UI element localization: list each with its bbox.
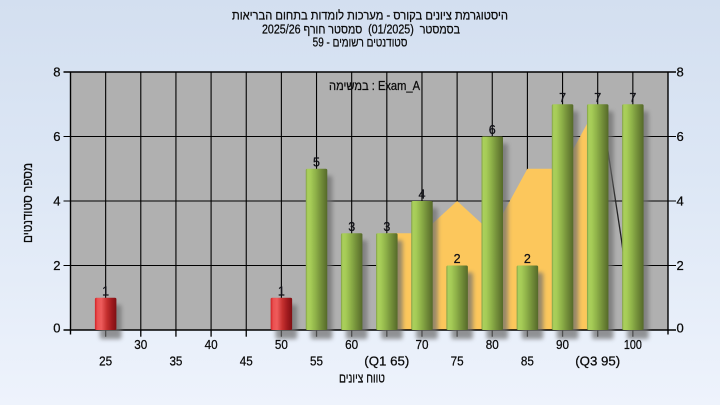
svg-text:55: 55 <box>310 354 323 369</box>
svg-text:75: 75 <box>451 354 464 369</box>
svg-text:8: 8 <box>677 65 684 80</box>
svg-text:בסמסטר (01/2025) סמסטר חורף: בסמסטר (01/2025) סמסטר חורף 2025/26 <box>262 23 460 37</box>
svg-text:סטודנטים רשומים - 59: סטודנטים רשומים - 59 <box>313 37 408 50</box>
svg-text:0: 0 <box>677 321 684 336</box>
svg-text:4: 4 <box>418 188 425 202</box>
svg-text:3: 3 <box>383 220 390 234</box>
svg-text:5: 5 <box>313 155 320 169</box>
svg-text:6: 6 <box>489 123 496 137</box>
svg-text:מספר סטודנטים: מספר סטודנטים <box>20 163 35 243</box>
svg-text:במשימה : Exam_A: במשימה : Exam_A <box>329 78 420 93</box>
svg-text:4: 4 <box>677 194 684 209</box>
svg-text:35: 35 <box>169 354 182 369</box>
svg-text:(Q3 95): (Q3 95) <box>575 354 620 369</box>
svg-text:6: 6 <box>53 129 60 144</box>
svg-text:היסטוגרמת ציונים בקורס - מערכו: היסטוגרמת ציונים בקורס - מערכות לומדות ב… <box>232 9 508 23</box>
svg-text:100: 100 <box>624 337 642 352</box>
svg-text:2: 2 <box>524 252 531 266</box>
svg-text:80: 80 <box>486 337 499 352</box>
svg-text:טווח ציונים: טווח ציונים <box>339 371 385 386</box>
svg-text:2: 2 <box>454 252 461 266</box>
svg-text:(Q1 65): (Q1 65) <box>364 354 409 369</box>
svg-text:60: 60 <box>345 337 358 352</box>
svg-text:1: 1 <box>102 284 109 298</box>
svg-text:4: 4 <box>53 194 60 209</box>
svg-text:30: 30 <box>134 337 147 352</box>
svg-text:45: 45 <box>240 354 253 369</box>
svg-text:8: 8 <box>53 65 60 80</box>
svg-text:7: 7 <box>559 91 566 105</box>
svg-text:7: 7 <box>629 91 636 105</box>
svg-text:2: 2 <box>53 258 60 273</box>
svg-text:7: 7 <box>594 91 601 105</box>
svg-text:90: 90 <box>556 337 569 352</box>
svg-text:3: 3 <box>348 220 355 234</box>
svg-text:6: 6 <box>677 129 684 144</box>
svg-text:40: 40 <box>205 337 218 352</box>
svg-text:0: 0 <box>53 321 60 336</box>
svg-text:50: 50 <box>275 337 288 352</box>
svg-text:70: 70 <box>415 337 428 352</box>
svg-text:25: 25 <box>99 354 112 369</box>
svg-text:2: 2 <box>677 258 684 273</box>
svg-text:1: 1 <box>278 284 285 298</box>
svg-text:85: 85 <box>521 354 534 369</box>
